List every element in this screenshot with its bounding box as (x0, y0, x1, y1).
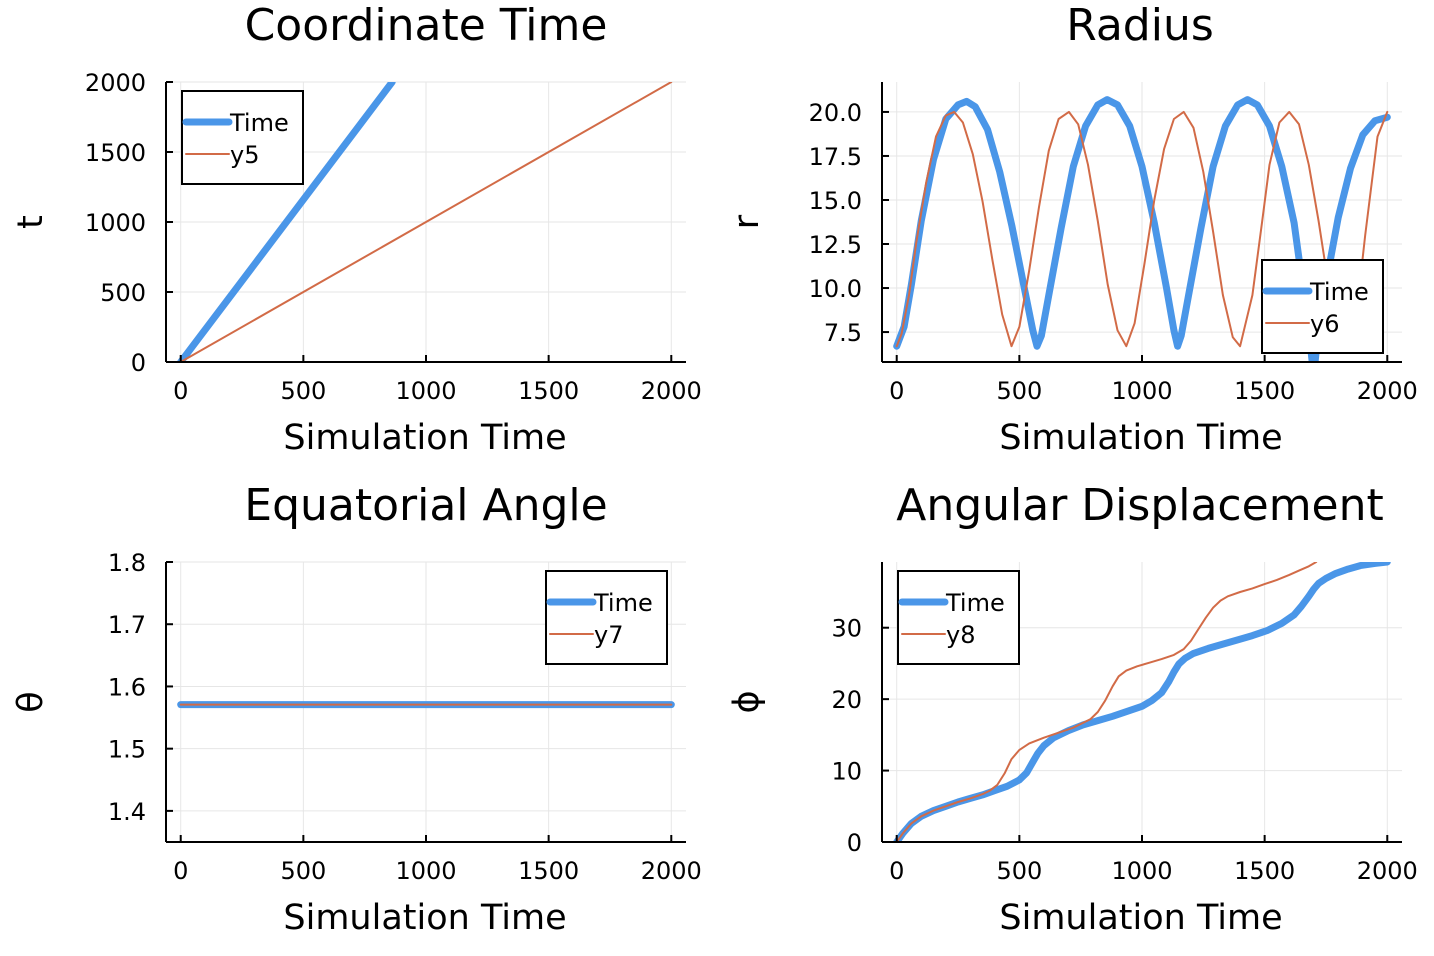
y-tick-label: 15.0 (809, 187, 862, 215)
y-tick-label: 500 (100, 279, 146, 307)
x-tick-label: 1500 (1234, 377, 1295, 405)
x-tick-label: 1000 (395, 377, 456, 405)
x-tick-label: 2000 (641, 377, 702, 405)
x-tick-label: 500 (996, 857, 1042, 885)
x-tick-label: 0 (173, 377, 188, 405)
chart-panel-4: 0 500 1000 1500 2000 0 10 20 30 Angular Displacem… (727, 480, 1418, 938)
chart-title: Coordinate Time (245, 0, 608, 51)
legend: Time y5 (181, 90, 304, 185)
x-axis-label: Simulation Time (999, 418, 1282, 458)
x-tick-label: 500 (280, 377, 326, 405)
x-tick-label: 1000 (1111, 377, 1172, 405)
chart-title: Equatorial Angle (244, 480, 607, 531)
x-tick-label: 0 (889, 857, 904, 885)
y-tick-label: 10 (831, 758, 862, 786)
series-line-y8 (895, 562, 1318, 842)
x-tick-label: 0 (173, 857, 188, 885)
y-tick-label: 1.5 (108, 736, 146, 764)
x-tick-label: 2000 (1357, 857, 1418, 885)
chart-panel-1: 0 500 1000 1500 2000 0 500 1000 1500 2000 Coordina… (11, 0, 702, 458)
y-tick-label: 17.5 (809, 143, 862, 171)
x-axis-label: Simulation Time (283, 418, 566, 458)
legend: Time y6 (1261, 259, 1384, 354)
legend-label-y7: y7 (594, 621, 623, 649)
legend-box (897, 570, 1020, 665)
y-tick-label: 1.4 (108, 798, 146, 826)
y-tick-label: 30 (831, 615, 862, 643)
legend-box (1261, 259, 1384, 354)
legend-label-y5: y5 (230, 141, 259, 169)
series-line-time (177, 82, 396, 362)
y-axis-label: t (11, 215, 51, 229)
chart-panel-3: 0 500 1000 1500 2000 1.4 1.5 1.6 1.7 1.8 Equatoria… (11, 480, 702, 938)
series-line-y5 (179, 82, 673, 362)
legend-label-time: Time (229, 109, 289, 137)
y-tick-label: 0 (847, 829, 862, 857)
x-tick-label: 1500 (518, 377, 579, 405)
y-tick-label: 20.0 (809, 99, 862, 127)
x-tick-label: 0 (889, 377, 904, 405)
x-tick-label: 1000 (395, 857, 456, 885)
x-tick-label: 1000 (1111, 857, 1172, 885)
y-axis-label: r (727, 214, 767, 229)
y-tick-label: 12.5 (809, 231, 862, 259)
legend-box (545, 570, 668, 665)
legend-box (181, 90, 304, 185)
legend: Time y7 (545, 570, 668, 665)
x-tick-label: 1500 (1234, 857, 1295, 885)
chart-panel-2: 0 500 1000 1500 2000 7.5 10.0 12.5 15.0 17.5 20.0 R… (727, 0, 1418, 458)
series-line-y6 (895, 110, 1389, 348)
legend-label-time: Time (1309, 278, 1369, 306)
legend-label-time: Time (945, 589, 1005, 617)
legend: Time y8 (897, 570, 1020, 665)
y-tick-label: 1.8 (108, 549, 146, 577)
legend-label-y6: y6 (1310, 310, 1339, 338)
y-tick-label: 20 (831, 686, 862, 714)
chart-title: Radius (1066, 0, 1214, 51)
y-tick-label: 1.7 (108, 611, 146, 639)
x-axis-label: Simulation Time (999, 898, 1282, 938)
x-tick-label: 500 (280, 857, 326, 885)
x-axis-label: Simulation Time (283, 898, 566, 938)
y-tick-label: 1.6 (108, 673, 146, 701)
x-tick-label: 500 (996, 377, 1042, 405)
chart-title: Angular Displacement (896, 480, 1384, 531)
x-tick-label: 2000 (641, 857, 702, 885)
y-tick-label: 0 (131, 349, 146, 377)
x-tick-label: 2000 (1357, 377, 1418, 405)
legend-label-y8: y8 (946, 621, 975, 649)
y-tick-label: 10.0 (809, 275, 862, 303)
y-tick-label: 1000 (85, 209, 146, 237)
y-tick-label: 2000 (85, 69, 146, 97)
y-tick-label: 7.5 (824, 319, 862, 347)
legend-label-time: Time (593, 589, 653, 617)
y-tick-label: 1500 (85, 139, 146, 167)
x-tick-label: 1500 (518, 857, 579, 885)
y-axis-label: θ (11, 691, 51, 712)
y-axis-label: ϕ (727, 690, 767, 713)
